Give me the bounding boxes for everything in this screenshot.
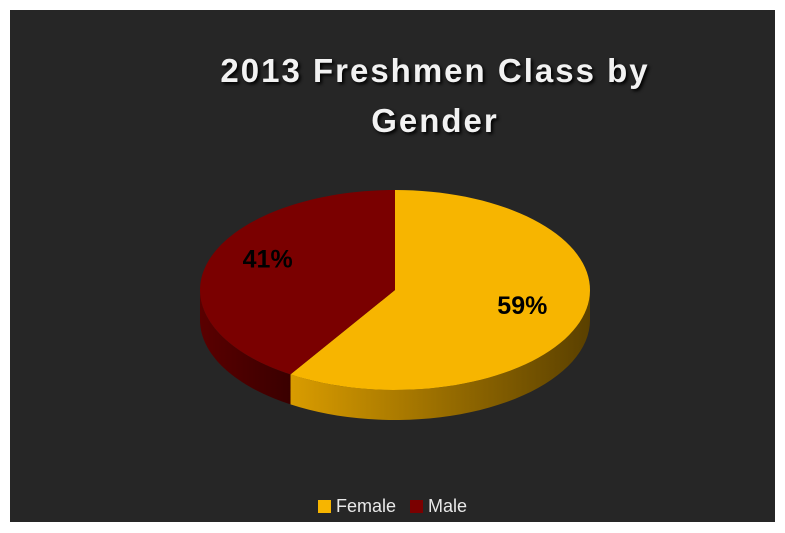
legend-item: Male — [410, 496, 467, 517]
legend-label: Male — [428, 496, 468, 516]
data-label: 41% — [243, 245, 293, 273]
legend: Female Male — [10, 496, 775, 517]
data-label: 59% — [497, 292, 547, 320]
slice — [290, 190, 590, 390]
legend-label: Female — [335, 496, 396, 516]
legend-swatch — [410, 500, 423, 513]
slice-side — [290, 290, 590, 420]
slice — [200, 190, 395, 375]
slice-side — [200, 290, 291, 405]
chart: 59% 41% — [200, 190, 590, 420]
legend-swatch — [317, 500, 331, 513]
chart-area: 59% 41% 2013 Freshmen Class by Gender Fem… — [10, 10, 775, 522]
chart-title: 2013 Freshmen Class by Gender — [220, 52, 650, 139]
legend-item: Female — [317, 496, 396, 517]
